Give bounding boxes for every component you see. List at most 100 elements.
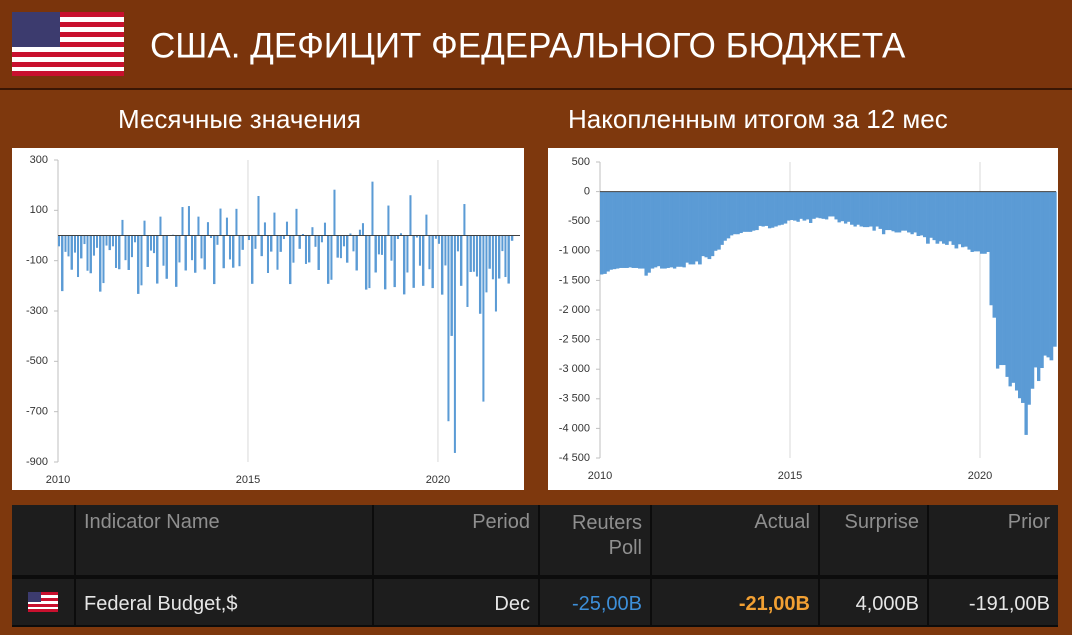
bar xyxy=(440,235,444,295)
y-tick-label: -3 000 xyxy=(559,363,590,375)
bar xyxy=(406,235,409,273)
bar xyxy=(80,235,83,259)
bar xyxy=(270,235,273,252)
bar xyxy=(380,235,383,255)
bar xyxy=(935,191,940,244)
us-flag xyxy=(12,12,124,76)
bar xyxy=(1033,191,1038,368)
bar xyxy=(124,235,127,261)
bar xyxy=(447,235,450,422)
bar xyxy=(396,235,399,240)
bar xyxy=(726,191,731,239)
bar xyxy=(1021,191,1025,403)
bar xyxy=(729,191,734,236)
bar xyxy=(222,235,225,269)
bar xyxy=(1014,191,1019,391)
bar xyxy=(685,191,689,263)
bar xyxy=(156,235,159,284)
bar xyxy=(260,235,263,257)
bar xyxy=(463,204,466,236)
bar xyxy=(504,235,507,278)
bar xyxy=(748,191,753,232)
bar xyxy=(162,235,165,266)
bar xyxy=(137,235,140,294)
bar xyxy=(878,191,883,229)
bar xyxy=(482,235,485,402)
bar xyxy=(695,191,699,262)
bar xyxy=(809,191,813,223)
bar xyxy=(964,191,968,247)
bar xyxy=(1052,191,1057,347)
bar xyxy=(793,191,797,221)
bar xyxy=(197,216,200,236)
bar xyxy=(989,191,993,306)
bar xyxy=(289,235,292,285)
bar xyxy=(923,191,927,238)
bar xyxy=(494,235,497,312)
y-tick-label: 0 xyxy=(584,186,590,198)
bar xyxy=(371,181,374,236)
bar xyxy=(491,235,494,280)
bar xyxy=(374,235,377,273)
y-tick-label: -900 xyxy=(26,456,48,468)
bar xyxy=(619,191,623,268)
bar xyxy=(739,191,743,234)
bar xyxy=(948,191,952,242)
bar xyxy=(412,235,415,288)
bar xyxy=(657,191,661,267)
bar xyxy=(672,191,677,269)
bar xyxy=(485,235,488,293)
charts-area: США. ДЕФИЦИТ ФЕДЕРАЛЬНОГО БЮДЖЕТА Месячн… xyxy=(0,0,1072,490)
bar xyxy=(967,191,971,250)
bar xyxy=(976,191,981,252)
bar xyxy=(843,191,848,224)
bar xyxy=(64,235,67,252)
bar xyxy=(831,191,835,217)
x-tick-label: 2020 xyxy=(968,470,992,482)
bar xyxy=(650,191,655,269)
bar xyxy=(311,227,314,236)
bar xyxy=(644,191,648,276)
chart-title: Месячные значения xyxy=(118,104,361,134)
bar xyxy=(1046,191,1050,358)
bar xyxy=(710,191,715,257)
bar xyxy=(488,235,491,269)
bar xyxy=(625,191,629,268)
bar xyxy=(679,191,683,267)
bar xyxy=(714,191,718,251)
bar xyxy=(761,191,765,227)
bar xyxy=(342,235,345,247)
bar xyxy=(421,235,425,286)
us-flag-icon xyxy=(28,592,58,612)
y-tick-label: -500 xyxy=(568,215,590,227)
bar xyxy=(910,191,914,235)
bar xyxy=(140,235,143,286)
banner xyxy=(0,0,1072,88)
bar xyxy=(114,235,118,268)
period: Dec xyxy=(374,579,538,625)
surprise: 4,000B xyxy=(820,579,927,625)
x-tick-label: 2010 xyxy=(588,470,612,482)
bar xyxy=(815,191,819,218)
bar xyxy=(190,235,194,261)
bar xyxy=(510,235,514,241)
bar xyxy=(1037,191,1041,382)
bar xyxy=(698,191,702,265)
bar xyxy=(238,235,241,267)
bar xyxy=(891,191,895,232)
bar xyxy=(194,235,197,273)
bar xyxy=(834,191,838,220)
bar xyxy=(647,191,651,273)
bar xyxy=(409,195,412,236)
x-tick-label: 2015 xyxy=(236,474,260,486)
bar xyxy=(932,191,936,241)
bar xyxy=(355,235,358,271)
indicator-name: Federal Budget,$ xyxy=(76,579,372,625)
bar xyxy=(799,191,803,219)
bar xyxy=(279,235,282,252)
bar xyxy=(961,191,965,248)
bar xyxy=(399,233,402,236)
bar xyxy=(1008,191,1012,387)
bar xyxy=(786,191,791,221)
bar xyxy=(159,216,162,236)
